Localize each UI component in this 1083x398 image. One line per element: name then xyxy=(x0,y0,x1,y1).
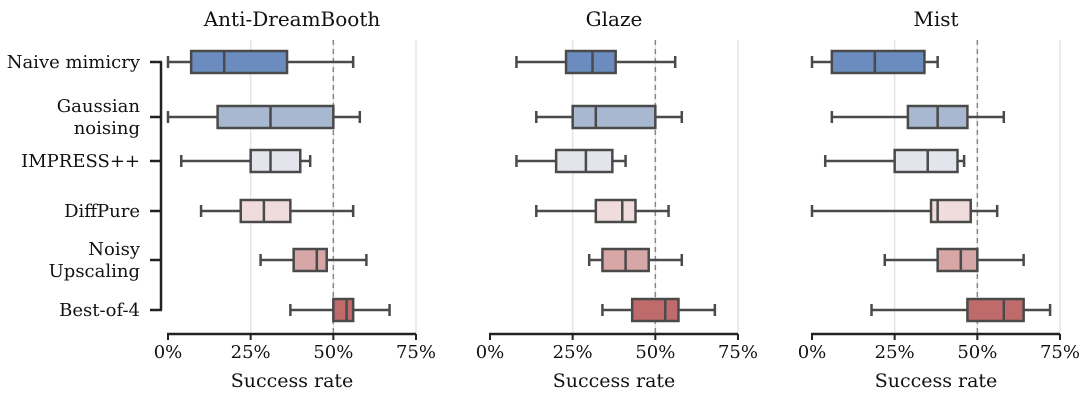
box-iqr xyxy=(893,148,959,174)
box-iqr xyxy=(249,148,302,174)
x-axis-label: Success rate xyxy=(553,370,676,392)
box-iqr xyxy=(292,247,328,273)
x-tick-label: 25% xyxy=(553,342,593,363)
category-label: Naive mimicry xyxy=(7,52,141,73)
box-iqr xyxy=(554,148,614,174)
x-tick-label: 50% xyxy=(313,342,353,363)
box-iqr xyxy=(571,104,657,130)
box-iqr xyxy=(564,49,617,75)
x-axis-label: Success rate xyxy=(231,370,354,392)
x-tick-label: 0% xyxy=(154,342,183,363)
category-label: Best-of-4 xyxy=(59,300,140,321)
box-iqr xyxy=(594,198,637,224)
x-tick-label: 0% xyxy=(476,342,505,363)
box-iqr xyxy=(830,49,926,75)
x-axis-label: Success rate xyxy=(875,370,998,392)
panel-title: Glaze xyxy=(586,7,643,31)
x-tick-label: 50% xyxy=(957,342,997,363)
category-label: Noisy xyxy=(88,239,141,260)
panel-1: Glaze 0% 25% 50% 75% Success rate xyxy=(476,7,758,392)
box-iqr xyxy=(216,104,335,130)
x-tick-label: 75% xyxy=(1040,342,1080,363)
box-iqr xyxy=(189,49,289,75)
x-tick-label: 75% xyxy=(396,342,436,363)
x-tick-label: 75% xyxy=(718,342,758,363)
panel-title: Anti-DreamBooth xyxy=(203,7,381,31)
x-tick-label: 0% xyxy=(798,342,827,363)
box-iqr xyxy=(239,198,292,224)
category-label: IMPRESS++ xyxy=(21,151,140,172)
panel-0: Anti-DreamBooth 0% 25% 50% 75% Success rate xyxy=(154,7,436,392)
category-label: noising xyxy=(74,118,140,139)
category-label: Gaussian xyxy=(57,96,141,117)
box-iqr xyxy=(929,198,972,224)
panel-title: Mist xyxy=(913,7,958,31)
box-iqr xyxy=(966,297,1025,323)
category-label: DiffPure xyxy=(64,201,140,222)
box-iqr xyxy=(630,297,680,323)
category-label: Upscaling xyxy=(49,261,140,282)
box-iqr xyxy=(332,297,355,323)
x-tick-label: 25% xyxy=(231,342,271,363)
x-tick-label: 25% xyxy=(875,342,915,363)
panel-2: Mist 0% 25% 50% 75% Success rate xyxy=(798,7,1080,392)
box-iqr xyxy=(936,247,979,273)
x-tick-label: 50% xyxy=(635,342,675,363)
